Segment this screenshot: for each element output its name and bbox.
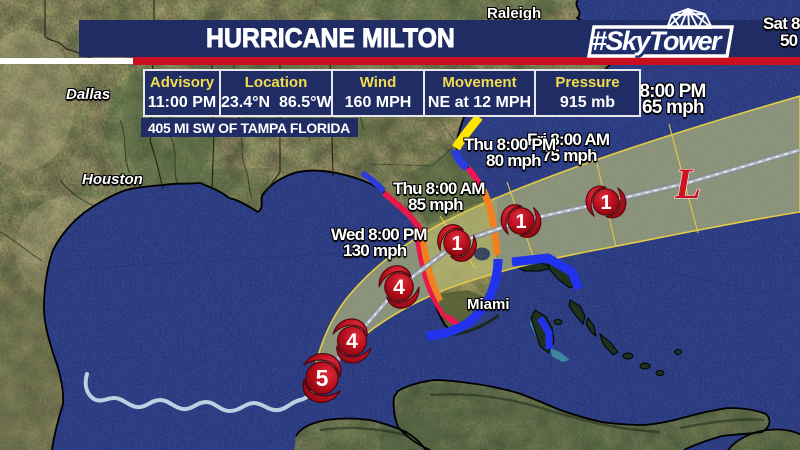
- svg-text:L: L: [674, 161, 701, 208]
- svg-text:4: 4: [393, 276, 405, 299]
- svg-text:#SkyTower: #SkyTower: [592, 26, 723, 56]
- svg-text:#SkyTower: #SkyTower: [594, 28, 725, 58]
- svg-text:1: 1: [515, 211, 526, 233]
- svg-text:1: 1: [600, 192, 611, 214]
- svg-text:4: 4: [346, 330, 358, 353]
- svg-text:5: 5: [316, 365, 329, 391]
- svg-text:1: 1: [451, 233, 462, 255]
